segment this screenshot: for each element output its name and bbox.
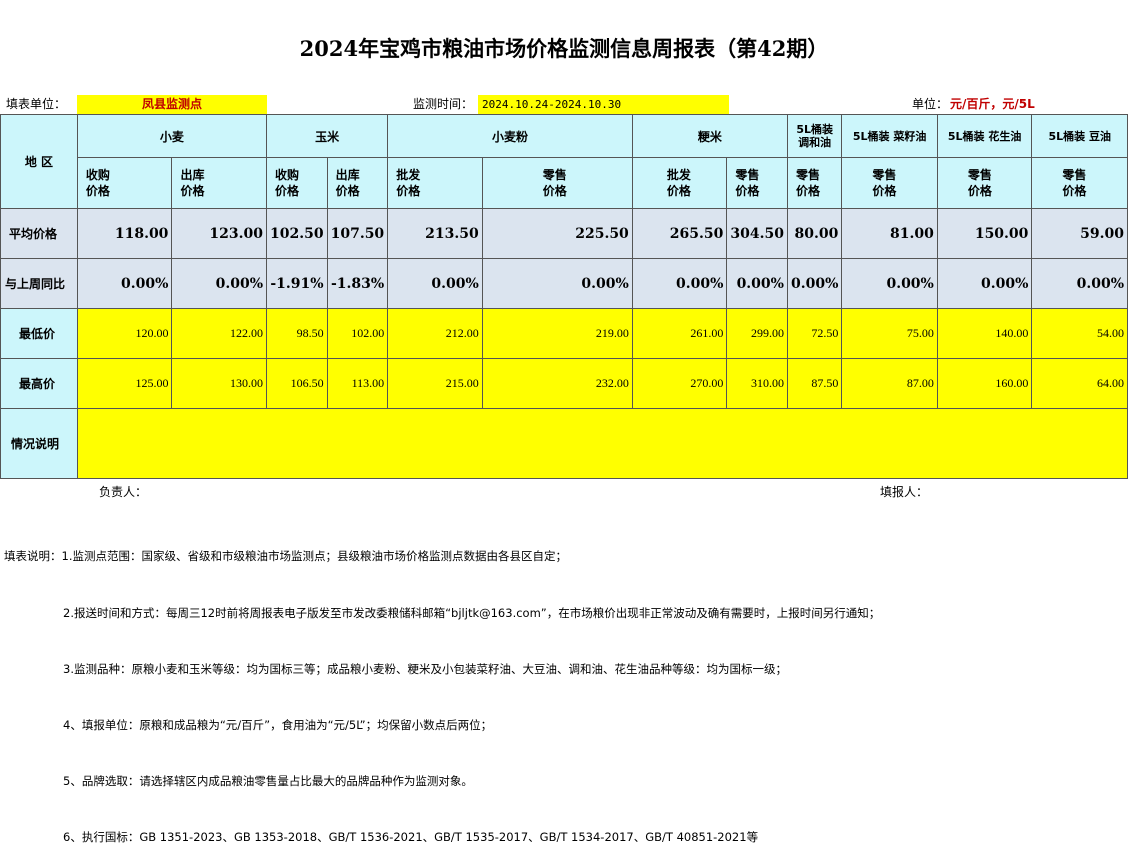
value-cell[interactable]: 87.50 bbox=[786, 358, 843, 409]
sub-header: 零售 价格 bbox=[726, 157, 788, 209]
value-cell[interactable]: 0.00% bbox=[387, 258, 483, 309]
time-label: 监测时间： bbox=[413, 97, 474, 111]
row-label: 与上周同比 bbox=[0, 258, 78, 309]
note-line: 填表说明：1.监测点范围：国家级、省级和市级粮油市场监测点；县级粮油市场价格监测… bbox=[4, 549, 567, 564]
value-cell[interactable]: 0.00% bbox=[786, 258, 843, 309]
value-cell[interactable]: 130.00 bbox=[171, 358, 267, 409]
price-table: 地 区 小麦 玉米 小麦粉 粳米 5L桶装 调和油 5L桶装 菜籽油 5L桶装 … bbox=[0, 114, 1128, 479]
value-cell[interactable]: 87.00 bbox=[841, 358, 938, 409]
filler-label: 填报人： bbox=[880, 485, 929, 499]
value-cell[interactable]: 215.00 bbox=[387, 358, 483, 409]
row-label: 最低价 bbox=[0, 308, 78, 359]
value-cell[interactable]: 299.00 bbox=[726, 308, 788, 359]
value-cell[interactable]: 122.00 bbox=[171, 308, 267, 359]
value-cell[interactable]: 304.50 bbox=[726, 208, 788, 259]
value-cell[interactable]: 0.00% bbox=[841, 258, 938, 309]
unit-value[interactable]: 凤县监测点 bbox=[77, 95, 267, 114]
value-cell[interactable]: 0.00% bbox=[631, 258, 728, 309]
group-header: 小麦 bbox=[76, 114, 268, 158]
note-line: 5、品牌选取：请选择辖区内成品粮油零售量占比最大的品牌品种作为监测对象。 bbox=[63, 773, 473, 788]
value-cell[interactable]: 0.00% bbox=[481, 258, 633, 309]
sub-header: 出库 价格 bbox=[326, 157, 389, 209]
min-row: 最低价 120.00 122.00 98.50 102.00 212.00 219.00 2… bbox=[0, 308, 1128, 359]
sub-header: 出库 价格 bbox=[171, 157, 267, 209]
sub-header: 零售 价格 bbox=[1031, 157, 1128, 209]
value-cell[interactable]: 118.00 bbox=[76, 208, 173, 259]
group-header: 玉米 bbox=[265, 114, 389, 158]
value-cell[interactable]: 212.00 bbox=[387, 308, 483, 359]
row-label: 情况说明 bbox=[0, 408, 78, 479]
value-cell[interactable]: 81.00 bbox=[841, 208, 938, 259]
value-cell[interactable]: 106.50 bbox=[266, 358, 328, 409]
value-cell[interactable]: 98.50 bbox=[266, 308, 328, 359]
value-cell[interactable]: 125.00 bbox=[76, 358, 173, 409]
value-cell[interactable]: 102.50 bbox=[266, 208, 328, 259]
note-line: 3.监测品种：原粮小麦和玉米等级：均为国标三等；成品粮小麦粉、粳米及小包装菜籽油… bbox=[63, 661, 787, 676]
value-cell[interactable]: 123.00 bbox=[171, 208, 267, 259]
avg-row: 平均价格 118.00 123.00 102.50 107.50 213.50 225.5… bbox=[0, 208, 1128, 259]
group-header: 粳米 bbox=[631, 114, 788, 158]
note-row: 情况说明 bbox=[0, 408, 1128, 479]
value-cell[interactable]: 120.00 bbox=[76, 308, 173, 359]
value-cell[interactable]: 270.00 bbox=[631, 358, 728, 409]
value-cell[interactable]: 75.00 bbox=[841, 308, 938, 359]
note-cell[interactable] bbox=[76, 408, 1128, 479]
value-cell[interactable]: 0.00% bbox=[76, 258, 173, 309]
sub-header: 零售 价格 bbox=[786, 157, 843, 209]
value-cell[interactable]: 113.00 bbox=[326, 358, 389, 409]
value-cell[interactable]: 0.00% bbox=[936, 258, 1033, 309]
value-cell[interactable]: 261.00 bbox=[631, 308, 728, 359]
info-bar: 填表单位： 凤县监测点 监测时间： 2024.10.24-2024.10.30 … bbox=[0, 95, 1128, 114]
value-cell[interactable]: 160.00 bbox=[936, 358, 1033, 409]
value-cell[interactable]: -1.91% bbox=[266, 258, 328, 309]
notes-block: 填表说明：1.监测点范围：国家级、省级和市级粮油市场监测点；县级粮油市场价格监测… bbox=[4, 510, 880, 865]
region-header: 地 区 bbox=[0, 114, 78, 209]
value-cell[interactable]: 0.00% bbox=[171, 258, 267, 309]
value-cell[interactable]: 80.00 bbox=[786, 208, 843, 259]
value-cell[interactable]: 72.50 bbox=[786, 308, 843, 359]
value-cell[interactable]: 140.00 bbox=[936, 308, 1033, 359]
note-line: 2.报送时间和方式：每周三12时前将周报表电子版发至市发改委粮储科邮箱“bjlj… bbox=[63, 605, 881, 620]
yoy-row: 与上周同比 0.00% 0.00% -1.91% -1.83% 0.00% 0.00% 0.… bbox=[0, 258, 1128, 309]
note-line: 6、执行国标：GB 1351-2023、GB 1353-2018、GB/T 15… bbox=[63, 829, 759, 844]
group-header: 5L桶装 菜籽油 bbox=[841, 114, 938, 158]
sub-header: 收购 价格 bbox=[266, 157, 328, 209]
sub-header: 零售 价格 bbox=[936, 157, 1033, 209]
unit-label: 填表单位： bbox=[6, 97, 67, 111]
value-cell[interactable]: 59.00 bbox=[1031, 208, 1128, 259]
group-header: 5L桶装 豆油 bbox=[1031, 114, 1128, 158]
sub-header: 零售 价格 bbox=[481, 157, 633, 209]
responsible-label: 负责人： bbox=[99, 485, 148, 499]
group-header: 5L桶装 调和油 bbox=[786, 114, 843, 158]
value-cell[interactable]: 107.50 bbox=[326, 208, 389, 259]
value-cell[interactable]: 225.50 bbox=[481, 208, 633, 259]
value-cell[interactable]: 64.00 bbox=[1031, 358, 1128, 409]
value-cell[interactable]: 54.00 bbox=[1031, 308, 1128, 359]
max-row: 最高价 125.00 130.00 106.50 113.00 215.00 232.00… bbox=[0, 358, 1128, 409]
note-line: 4、填报单位：原粮和成品粮为“元/百斤”，食用油为“元/5L”；均保留小数点后两… bbox=[63, 717, 493, 732]
price-unit-value: 元/百斤，元/5L bbox=[950, 97, 1035, 111]
sub-header: 批发 价格 bbox=[387, 157, 483, 209]
group-header: 5L桶装 花生油 bbox=[936, 114, 1033, 158]
sub-header: 收购 价格 bbox=[76, 157, 173, 209]
time-value[interactable]: 2024.10.24-2024.10.30 bbox=[478, 95, 729, 114]
value-cell[interactable]: 0.00% bbox=[1031, 258, 1128, 309]
value-cell[interactable]: 232.00 bbox=[481, 358, 633, 409]
group-header: 小麦粉 bbox=[387, 114, 633, 158]
page-title: 2024年宝鸡市粮油市场价格监测信息周报表（第42期） bbox=[299, 35, 829, 61]
value-cell[interactable]: 102.00 bbox=[326, 308, 389, 359]
value-cell[interactable]: -1.83% bbox=[326, 258, 389, 309]
value-cell[interactable]: 219.00 bbox=[481, 308, 633, 359]
sub-header: 零售 价格 bbox=[841, 157, 938, 209]
value-cell[interactable]: 213.50 bbox=[387, 208, 483, 259]
sub-header: 批发 价格 bbox=[631, 157, 728, 209]
value-cell[interactable]: 0.00% bbox=[726, 258, 788, 309]
row-label: 最高价 bbox=[0, 358, 78, 409]
row-label: 平均价格 bbox=[0, 208, 78, 259]
value-cell[interactable]: 310.00 bbox=[726, 358, 788, 409]
value-cell[interactable]: 150.00 bbox=[936, 208, 1033, 259]
price-unit-label: 单位： bbox=[912, 97, 949, 111]
value-cell[interactable]: 265.50 bbox=[631, 208, 728, 259]
